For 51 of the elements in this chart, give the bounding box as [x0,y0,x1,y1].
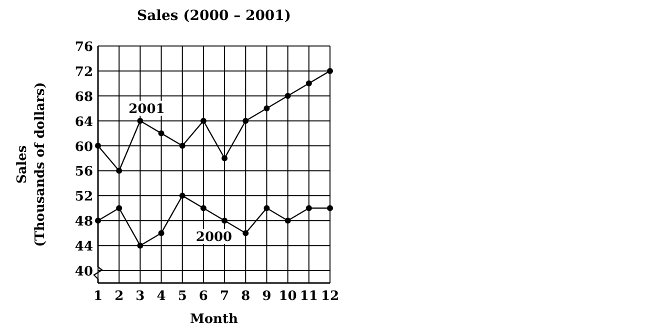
x-tick-label: 10 [278,289,297,304]
point [222,155,228,162]
y-tick-label: 52 [74,190,93,205]
x-tick-label: 12 [320,289,340,304]
point [200,118,206,124]
point [284,218,291,224]
x-tick-label: 7 [220,289,230,304]
point [137,118,144,124]
point [327,205,333,212]
point [327,68,333,74]
point [264,105,270,112]
y-axis-title: Sales (Thousands of dollars) [15,82,48,247]
series-label: 2001 [128,102,165,117]
point [264,205,270,212]
point [95,218,101,224]
point [242,230,249,236]
point [200,205,206,212]
point [116,205,122,212]
point [306,80,312,86]
y-tick-label: 76 [74,40,93,55]
point [242,118,249,124]
x-tick-label: 3 [136,289,145,304]
point [284,92,291,99]
x-tick-label: 4 [156,289,166,304]
y-tick-label: 68 [74,90,93,105]
x-tick-label: 11 [300,289,318,304]
x-tick-label: 5 [178,289,187,304]
point [222,218,228,224]
point [137,242,144,249]
point [158,130,164,136]
x-tick-label: 6 [198,289,208,304]
y-tick-label: 56 [74,164,93,180]
x-tick-label: 1 [93,289,103,304]
series-label: 2000 [196,230,232,246]
point [95,142,101,149]
point [158,230,164,236]
point [306,205,312,212]
point [179,192,186,199]
y-tick-label: 60 [74,140,93,155]
y-tick-label: 40 [74,264,93,280]
y-tick-label: 44 [74,240,93,255]
y-tick-label: 64 [74,114,93,130]
point [179,142,186,149]
x-tick-label: 8 [241,289,250,304]
x-axis-title: Month [190,312,239,327]
y-tick-label: 72 [74,64,93,80]
y-tick-label: 48 [74,214,93,230]
x-tick-label: 2 [114,289,124,304]
chart-title: Sales (2000 – 2001) [136,8,292,24]
x-tick-label: 9 [262,289,272,304]
point [116,168,122,174]
